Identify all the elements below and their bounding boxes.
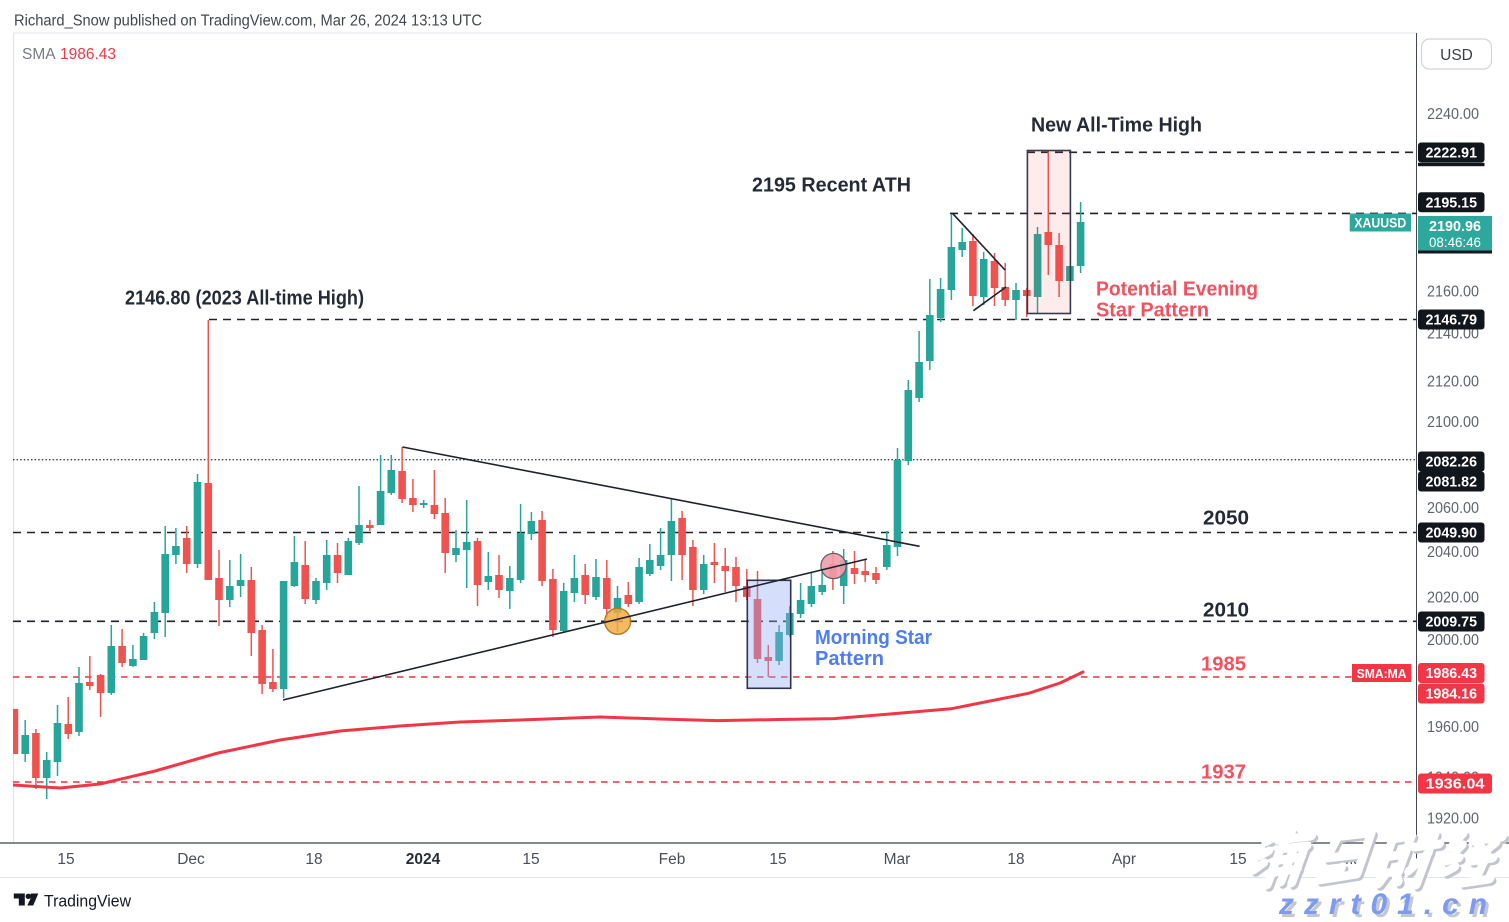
svg-text:TradingView: TradingView (44, 892, 132, 911)
svg-text:2195.15: 2195.15 (1426, 195, 1478, 211)
svg-text:2060.00: 2060.00 (1427, 500, 1479, 517)
svg-text:zzrt01.cn: zzrt01.cn (1278, 888, 1497, 921)
svg-text:SMA: SMA (22, 46, 56, 63)
svg-text:Richard_Snow published on Trad: Richard_Snow published on TradingView.co… (14, 13, 482, 30)
svg-text:2240.00: 2240.00 (1427, 106, 1479, 123)
svg-text:XAUUSD: XAUUSD (1354, 216, 1406, 231)
svg-text:1920.00: 1920.00 (1427, 810, 1479, 827)
svg-text:2120.00: 2120.00 (1427, 374, 1479, 391)
svg-text:1985: 1985 (1201, 654, 1246, 676)
svg-text:Morning Star: Morning Star (815, 627, 932, 649)
svg-text:2222.91: 2222.91 (1426, 146, 1478, 162)
svg-text:2100.00: 2100.00 (1427, 414, 1479, 431)
svg-text:Pattern: Pattern (815, 648, 884, 670)
svg-text:1984.16: 1984.16 (1426, 687, 1478, 703)
svg-text:New All-Time High: New All-Time High (1031, 114, 1202, 137)
svg-text:1986.43: 1986.43 (1426, 666, 1478, 682)
svg-text:Mar: Mar (884, 851, 911, 868)
svg-text:SMA:MA: SMA:MA (1357, 667, 1407, 681)
svg-text:Star Pattern: Star Pattern (1096, 300, 1209, 322)
svg-text:2020.00: 2020.00 (1427, 590, 1479, 607)
svg-text:18: 18 (1007, 851, 1024, 868)
svg-text:Dec: Dec (177, 851, 205, 868)
svg-text:2040.00: 2040.00 (1427, 544, 1479, 561)
svg-text:Apr: Apr (1112, 851, 1136, 868)
svg-text:15: 15 (1229, 851, 1246, 868)
svg-text:15: 15 (522, 851, 539, 868)
svg-text:2009.75: 2009.75 (1426, 615, 1478, 631)
svg-text:1986.43: 1986.43 (60, 46, 116, 63)
svg-text:2195 Recent ATH: 2195 Recent ATH (752, 175, 911, 197)
svg-text:2000.00: 2000.00 (1427, 632, 1479, 649)
svg-text:zzrt01.cn: zzrt01.cn (1281, 891, 1500, 922)
svg-text:1937: 1937 (1201, 762, 1246, 784)
svg-text:Potential Evening: Potential Evening (1096, 279, 1258, 301)
svg-text:2146.79: 2146.79 (1426, 313, 1478, 329)
svg-text:1936.04: 1936.04 (1426, 777, 1485, 793)
svg-text:2049.90: 2049.90 (1426, 526, 1478, 542)
svg-text:2024: 2024 (406, 851, 441, 868)
svg-text:2160.00: 2160.00 (1427, 284, 1479, 301)
svg-text:2082.26: 2082.26 (1426, 455, 1478, 471)
svg-text:2190.96: 2190.96 (1429, 218, 1481, 235)
svg-text:2140.00: 2140.00 (1427, 326, 1479, 343)
svg-text:USD: USD (1440, 47, 1473, 64)
svg-text:1960.00: 1960.00 (1427, 719, 1479, 736)
svg-text:18: 18 (305, 851, 322, 868)
svg-text:15: 15 (769, 851, 786, 868)
svg-text:2050: 2050 (1203, 508, 1249, 530)
svg-text:2010: 2010 (1203, 600, 1249, 622)
svg-text:15: 15 (57, 851, 74, 868)
svg-text:08:46:46: 08:46:46 (1429, 235, 1481, 250)
svg-text:2081.82: 2081.82 (1426, 475, 1478, 491)
svg-text:2146.80 (2023 All-time High): 2146.80 (2023 All-time High) (125, 288, 364, 310)
svg-text:Feb: Feb (659, 851, 686, 868)
